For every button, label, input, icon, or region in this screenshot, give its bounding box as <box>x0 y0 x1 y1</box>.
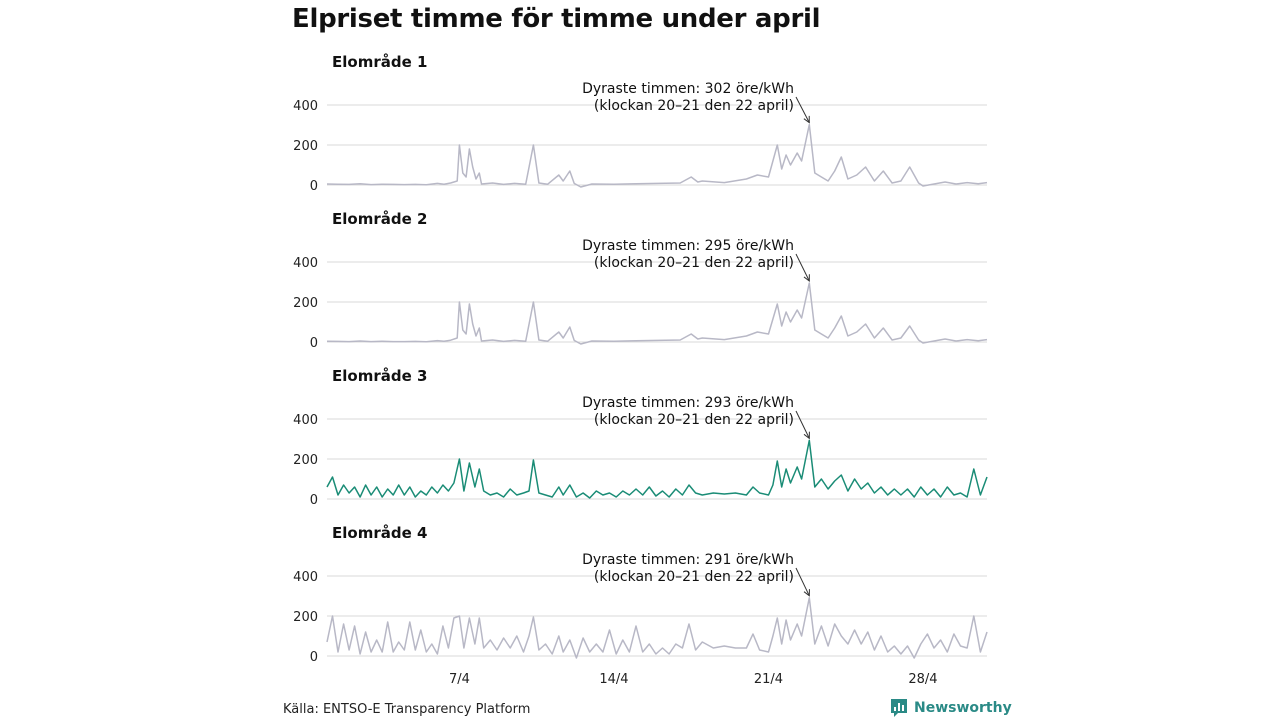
panel-title: Elområde 1 <box>332 53 427 71</box>
panel-1: Elområde 1 0 200 400 Dyraste timmen: 302 öre… <box>293 53 988 194</box>
x-tick-label: 14/4 <box>599 672 628 687</box>
y-tick-label: 200 <box>293 610 318 625</box>
peak-annotation-line1: Dyraste timmen: 293 öre/kWh <box>582 395 794 411</box>
peak-annotation-line2: (klockan 20–21 den 22 april) <box>594 98 794 114</box>
source-note: Källa: ENTSO-E Transparency Platform <box>283 702 531 717</box>
y-tick-label: 200 <box>293 139 318 154</box>
annotation-arrowhead <box>803 589 810 597</box>
annotation-arrowhead <box>803 274 810 283</box>
annotation-leader <box>795 96 810 123</box>
peak-annotation-line2: (klockan 20–21 den 22 april) <box>594 569 794 585</box>
panel-4: Elområde 4 0 200 400 Dyraste timmen: 291 öre… <box>293 524 988 687</box>
peak-annotation-line2: (klockan 20–21 den 22 april) <box>594 412 794 428</box>
series-line <box>326 123 988 188</box>
x-tick-label: 21/4 <box>754 672 783 687</box>
annotation-arrowhead <box>803 115 810 124</box>
y-tick-label: 400 <box>293 256 318 271</box>
peak-annotation-line1: Dyraste timmen: 295 öre/kWh <box>582 238 794 254</box>
brand-name: Newsworthy <box>914 700 1012 716</box>
annotation-arrowhead <box>803 431 810 440</box>
series-line <box>326 282 988 345</box>
y-tick-label: 0 <box>310 493 318 508</box>
newsworthy-logo-icon <box>891 699 907 717</box>
y-tick-label: 0 <box>310 650 318 665</box>
panel-title: Elområde 2 <box>332 210 427 228</box>
peak-annotation-line1: Dyraste timmen: 291 öre/kWh <box>582 552 794 568</box>
y-tick-label: 400 <box>293 570 318 585</box>
y-tick-label: 0 <box>310 336 318 351</box>
panel-title: Elområde 4 <box>332 524 427 542</box>
annotation-leader <box>795 410 810 439</box>
brand[interactable]: Newsworthy <box>890 698 1012 718</box>
small-multiples-chart: Elområde 1 0 200 400 Dyraste timmen: 302 öre… <box>293 53 988 687</box>
panel-title: Elområde 3 <box>332 367 427 385</box>
panel-3: Elområde 3 0 200 400 Dyraste timmen: 293 öre… <box>293 367 988 508</box>
y-tick-label: 0 <box>310 179 318 194</box>
y-tick-label: 400 <box>293 99 318 114</box>
peak-annotation-line1: Dyraste timmen: 302 öre/kWh <box>582 81 794 97</box>
panel-2: Elområde 2 0 200 400 Dyraste timmen: 295 öre… <box>293 210 988 351</box>
annotation-leader <box>795 253 810 282</box>
x-tick-label: 28/4 <box>908 672 937 687</box>
y-tick-label: 400 <box>293 413 318 428</box>
series-line <box>326 597 988 659</box>
chart-title: Elpriset timme för timme under april <box>292 4 821 34</box>
series-line <box>326 439 988 499</box>
y-tick-label: 200 <box>293 296 318 311</box>
peak-annotation-line2: (klockan 20–21 den 22 april) <box>594 255 794 271</box>
annotation-leader <box>795 567 810 597</box>
y-tick-label: 200 <box>293 453 318 468</box>
x-tick-label: 7/4 <box>449 672 470 687</box>
